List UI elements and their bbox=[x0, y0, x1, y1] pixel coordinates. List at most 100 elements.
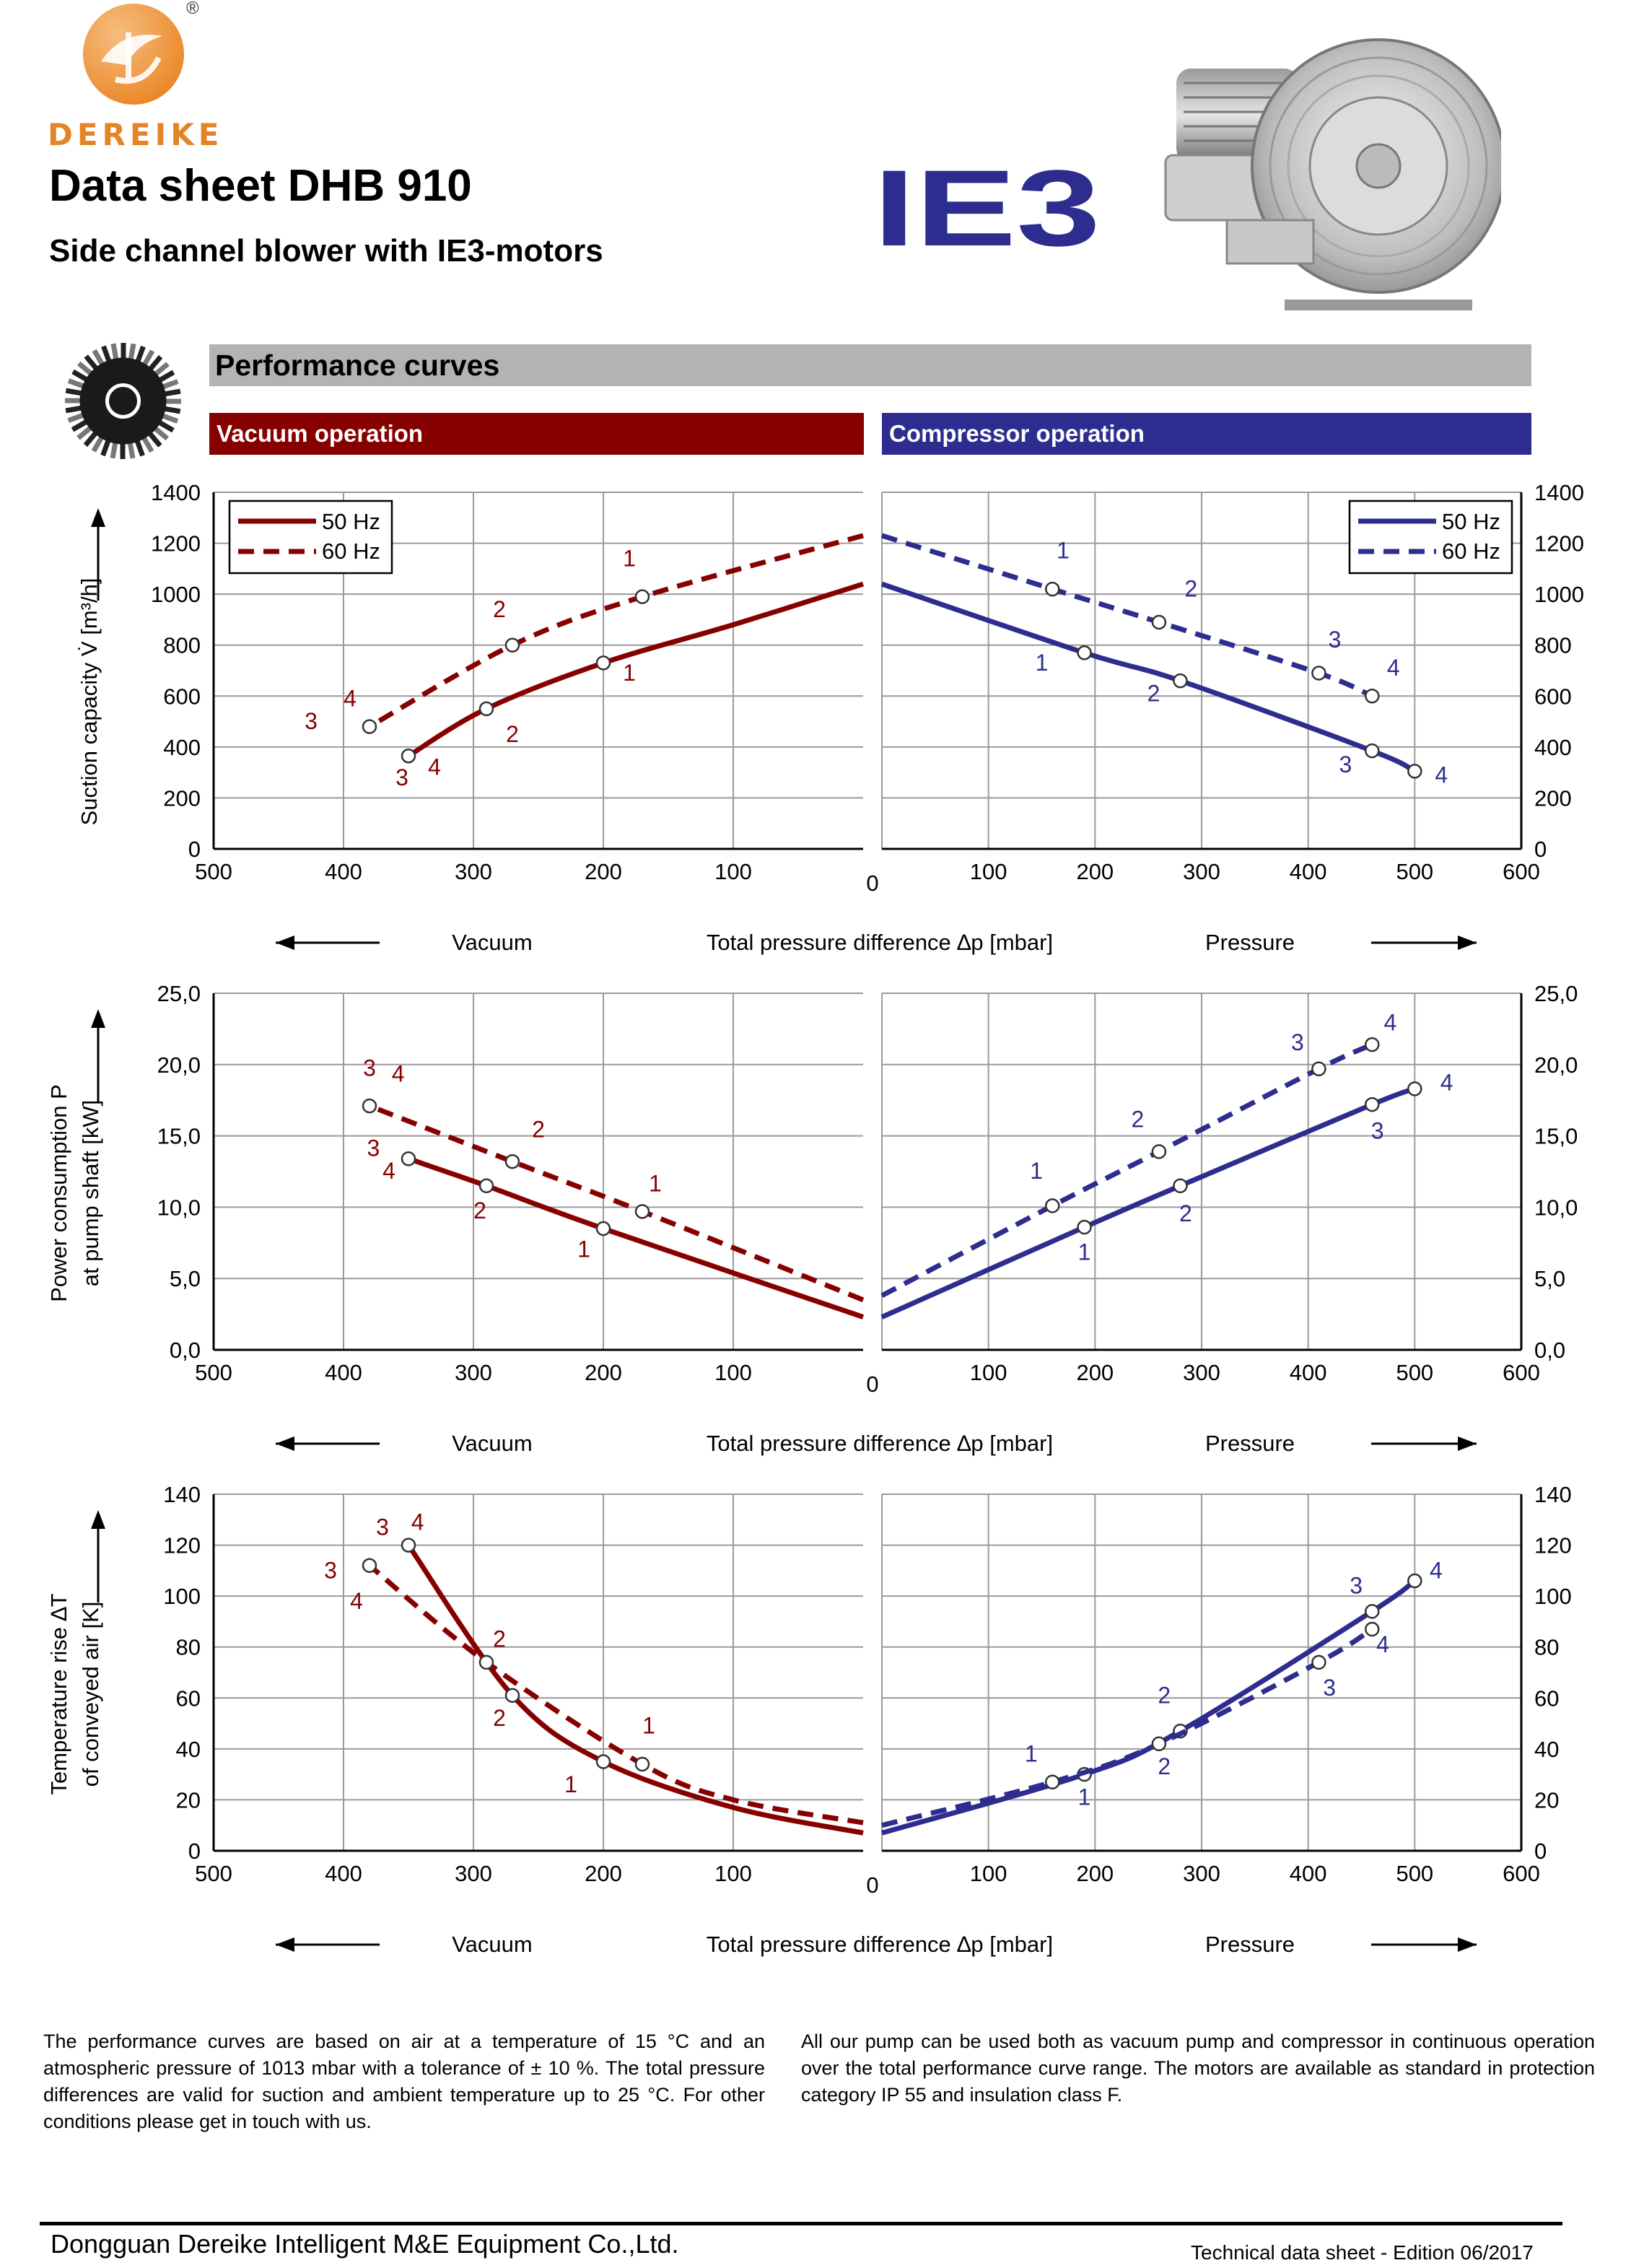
y-axis-label-line2: at pump shaft [kW] bbox=[78, 1100, 103, 1286]
chart-3-vacuum-panel bbox=[213, 1493, 863, 1852]
series-line bbox=[881, 1579, 1417, 1836]
operating-point-label: 4 bbox=[1430, 1557, 1443, 1583]
y-axis-arrow bbox=[91, 1009, 105, 1102]
chart-2: 0,0 0,0 5,0 5,0 10,0 10,0 15,0 15,0 20,0 20,0 25,0… bbox=[46, 981, 1578, 1456]
x-tick-label-vacuum: 500 bbox=[195, 1360, 232, 1385]
dereike-logo bbox=[83, 4, 184, 105]
y-tick-label-right: 25,0 bbox=[1534, 981, 1578, 1006]
operating-point-label: 2 bbox=[493, 1705, 506, 1731]
series-line bbox=[406, 1543, 864, 1836]
chart-2-pressure-panel bbox=[881, 993, 1522, 1351]
operating-point bbox=[1365, 743, 1380, 759]
pressure-arrow bbox=[1371, 1436, 1477, 1451]
x-tick-label-vacuum: 300 bbox=[455, 1861, 492, 1886]
y-tick-label-left: 140 bbox=[163, 1482, 201, 1507]
y-tick-label-right: 100 bbox=[1534, 1584, 1572, 1609]
operating-point-label: 3 bbox=[1339, 751, 1352, 777]
y-tick-label-left: 800 bbox=[163, 633, 201, 658]
pressure-direction-label: Pressure bbox=[1205, 1932, 1295, 1957]
y-tick-label-left: 400 bbox=[163, 735, 201, 760]
registered-mark: ® bbox=[186, 0, 199, 18]
y-tick-label-left: 15,0 bbox=[157, 1124, 201, 1149]
series-line bbox=[407, 581, 865, 759]
y-tick-label-left: 1400 bbox=[151, 480, 201, 505]
operating-point-label: 4 bbox=[411, 1509, 424, 1535]
x-tick-label-zero: 0 bbox=[866, 1872, 878, 1898]
y-tick-label-right: 1400 bbox=[1534, 480, 1584, 505]
operating-point-label: 3 bbox=[395, 764, 408, 790]
operating-point-label: 2 bbox=[1158, 1753, 1171, 1779]
pressure-series-60hz: 1 2 3 4 bbox=[881, 1621, 1389, 1828]
operating-point bbox=[1365, 1096, 1380, 1112]
x-tick-label-pressure: 600 bbox=[1503, 1360, 1540, 1385]
operating-point bbox=[1151, 1736, 1167, 1752]
operating-point-label: 2 bbox=[1132, 1107, 1145, 1133]
y-tick-label-right: 0 bbox=[1534, 837, 1547, 862]
operating-point-label: 4 bbox=[1376, 1631, 1389, 1657]
chart-3-pressure-panel bbox=[881, 1493, 1522, 1852]
y-axis-label: Temperature rise ∆T bbox=[46, 1593, 71, 1794]
y-tick-label-left: 1200 bbox=[151, 531, 201, 557]
operating-point-label: 4 bbox=[1440, 1069, 1453, 1095]
y-axis-label-line2: of conveyed air [K] bbox=[78, 1602, 103, 1787]
vacuum-direction-label: Vacuum bbox=[452, 1431, 532, 1456]
operating-point-label: 2 bbox=[1147, 680, 1160, 706]
operating-point bbox=[1045, 1198, 1060, 1213]
operating-point bbox=[1151, 614, 1167, 630]
section-performance-curves: Performance curves bbox=[209, 344, 1531, 386]
operating-point-label: 4 bbox=[382, 1158, 395, 1184]
x-tick-label-pressure: 100 bbox=[970, 859, 1007, 884]
x-tick-label-vacuum: 500 bbox=[195, 859, 232, 884]
vacuum-series-60hz: 1 2 34 bbox=[305, 533, 864, 734]
ie3-logo-text: IE3 bbox=[873, 162, 1101, 256]
operating-point-label: 4 bbox=[428, 754, 441, 780]
pressure-arrow bbox=[1371, 935, 1477, 950]
series-line bbox=[368, 533, 864, 729]
operating-point bbox=[504, 1688, 520, 1704]
y-tick-label-left: 80 bbox=[176, 1635, 201, 1660]
legend-label-60hz: 60 Hz bbox=[1442, 538, 1500, 564]
operating-point bbox=[1045, 1774, 1060, 1789]
y-tick-label-right: 5,0 bbox=[1534, 1266, 1565, 1291]
vacuum-series-60hz: 1 2 34 bbox=[324, 1557, 864, 1826]
footer-company: Dongguan Dereike Intelligent M&E Equipme… bbox=[51, 2229, 679, 2259]
y-tick-label-right: 400 bbox=[1534, 735, 1572, 760]
x-tick-label-vacuum: 100 bbox=[714, 1360, 752, 1385]
operating-point bbox=[504, 1153, 520, 1169]
operating-point-label: 4 bbox=[350, 1588, 363, 1614]
y-tick-label-left: 25,0 bbox=[157, 981, 201, 1006]
operating-point-label: 2 bbox=[493, 596, 506, 622]
x-tick-label-vacuum: 300 bbox=[455, 1360, 492, 1385]
operating-point-label: 3 bbox=[1291, 1029, 1304, 1055]
operating-point bbox=[1365, 689, 1380, 704]
operating-point-label: 3 bbox=[376, 1514, 389, 1540]
y-tick-label-left: 40 bbox=[176, 1737, 201, 1762]
operating-point-label: 2 bbox=[493, 1626, 506, 1652]
series-line bbox=[368, 1103, 865, 1303]
series-line bbox=[880, 533, 1373, 699]
y-tick-label-left: 600 bbox=[163, 684, 201, 709]
operating-point-label: 4 bbox=[392, 1061, 405, 1087]
pressure-series-50hz: 1 2 3 4 bbox=[880, 1069, 1453, 1320]
operating-point bbox=[478, 1178, 494, 1194]
x-tick-label-vacuum: 500 bbox=[195, 1861, 232, 1886]
y-tick-label-right: 120 bbox=[1534, 1533, 1572, 1558]
operating-point-label: 3 bbox=[367, 1135, 380, 1161]
x-tick-label-pressure: 100 bbox=[970, 1861, 1007, 1886]
footer-divider bbox=[40, 2222, 1562, 2225]
section-vacuum-operation: Vacuum operation bbox=[209, 413, 864, 455]
operating-point bbox=[504, 637, 520, 653]
operating-point bbox=[1077, 1219, 1092, 1235]
operating-point-label: 2 bbox=[1184, 576, 1197, 602]
y-tick-label-left: 1000 bbox=[151, 582, 201, 607]
note-usage: All our pump can be used both as vacuum … bbox=[801, 2031, 1595, 2106]
operating-point bbox=[1151, 1144, 1167, 1159]
x-tick-label-pressure: 300 bbox=[1183, 859, 1220, 884]
x-tick-label-vacuum: 200 bbox=[585, 1861, 622, 1886]
operating-point-label: 3 bbox=[324, 1557, 337, 1583]
notes: The performance curves are based on air … bbox=[43, 2028, 1595, 2158]
operating-point-label: 1 bbox=[1057, 538, 1070, 564]
section-compressor-operation: Compressor operation bbox=[882, 413, 1531, 455]
